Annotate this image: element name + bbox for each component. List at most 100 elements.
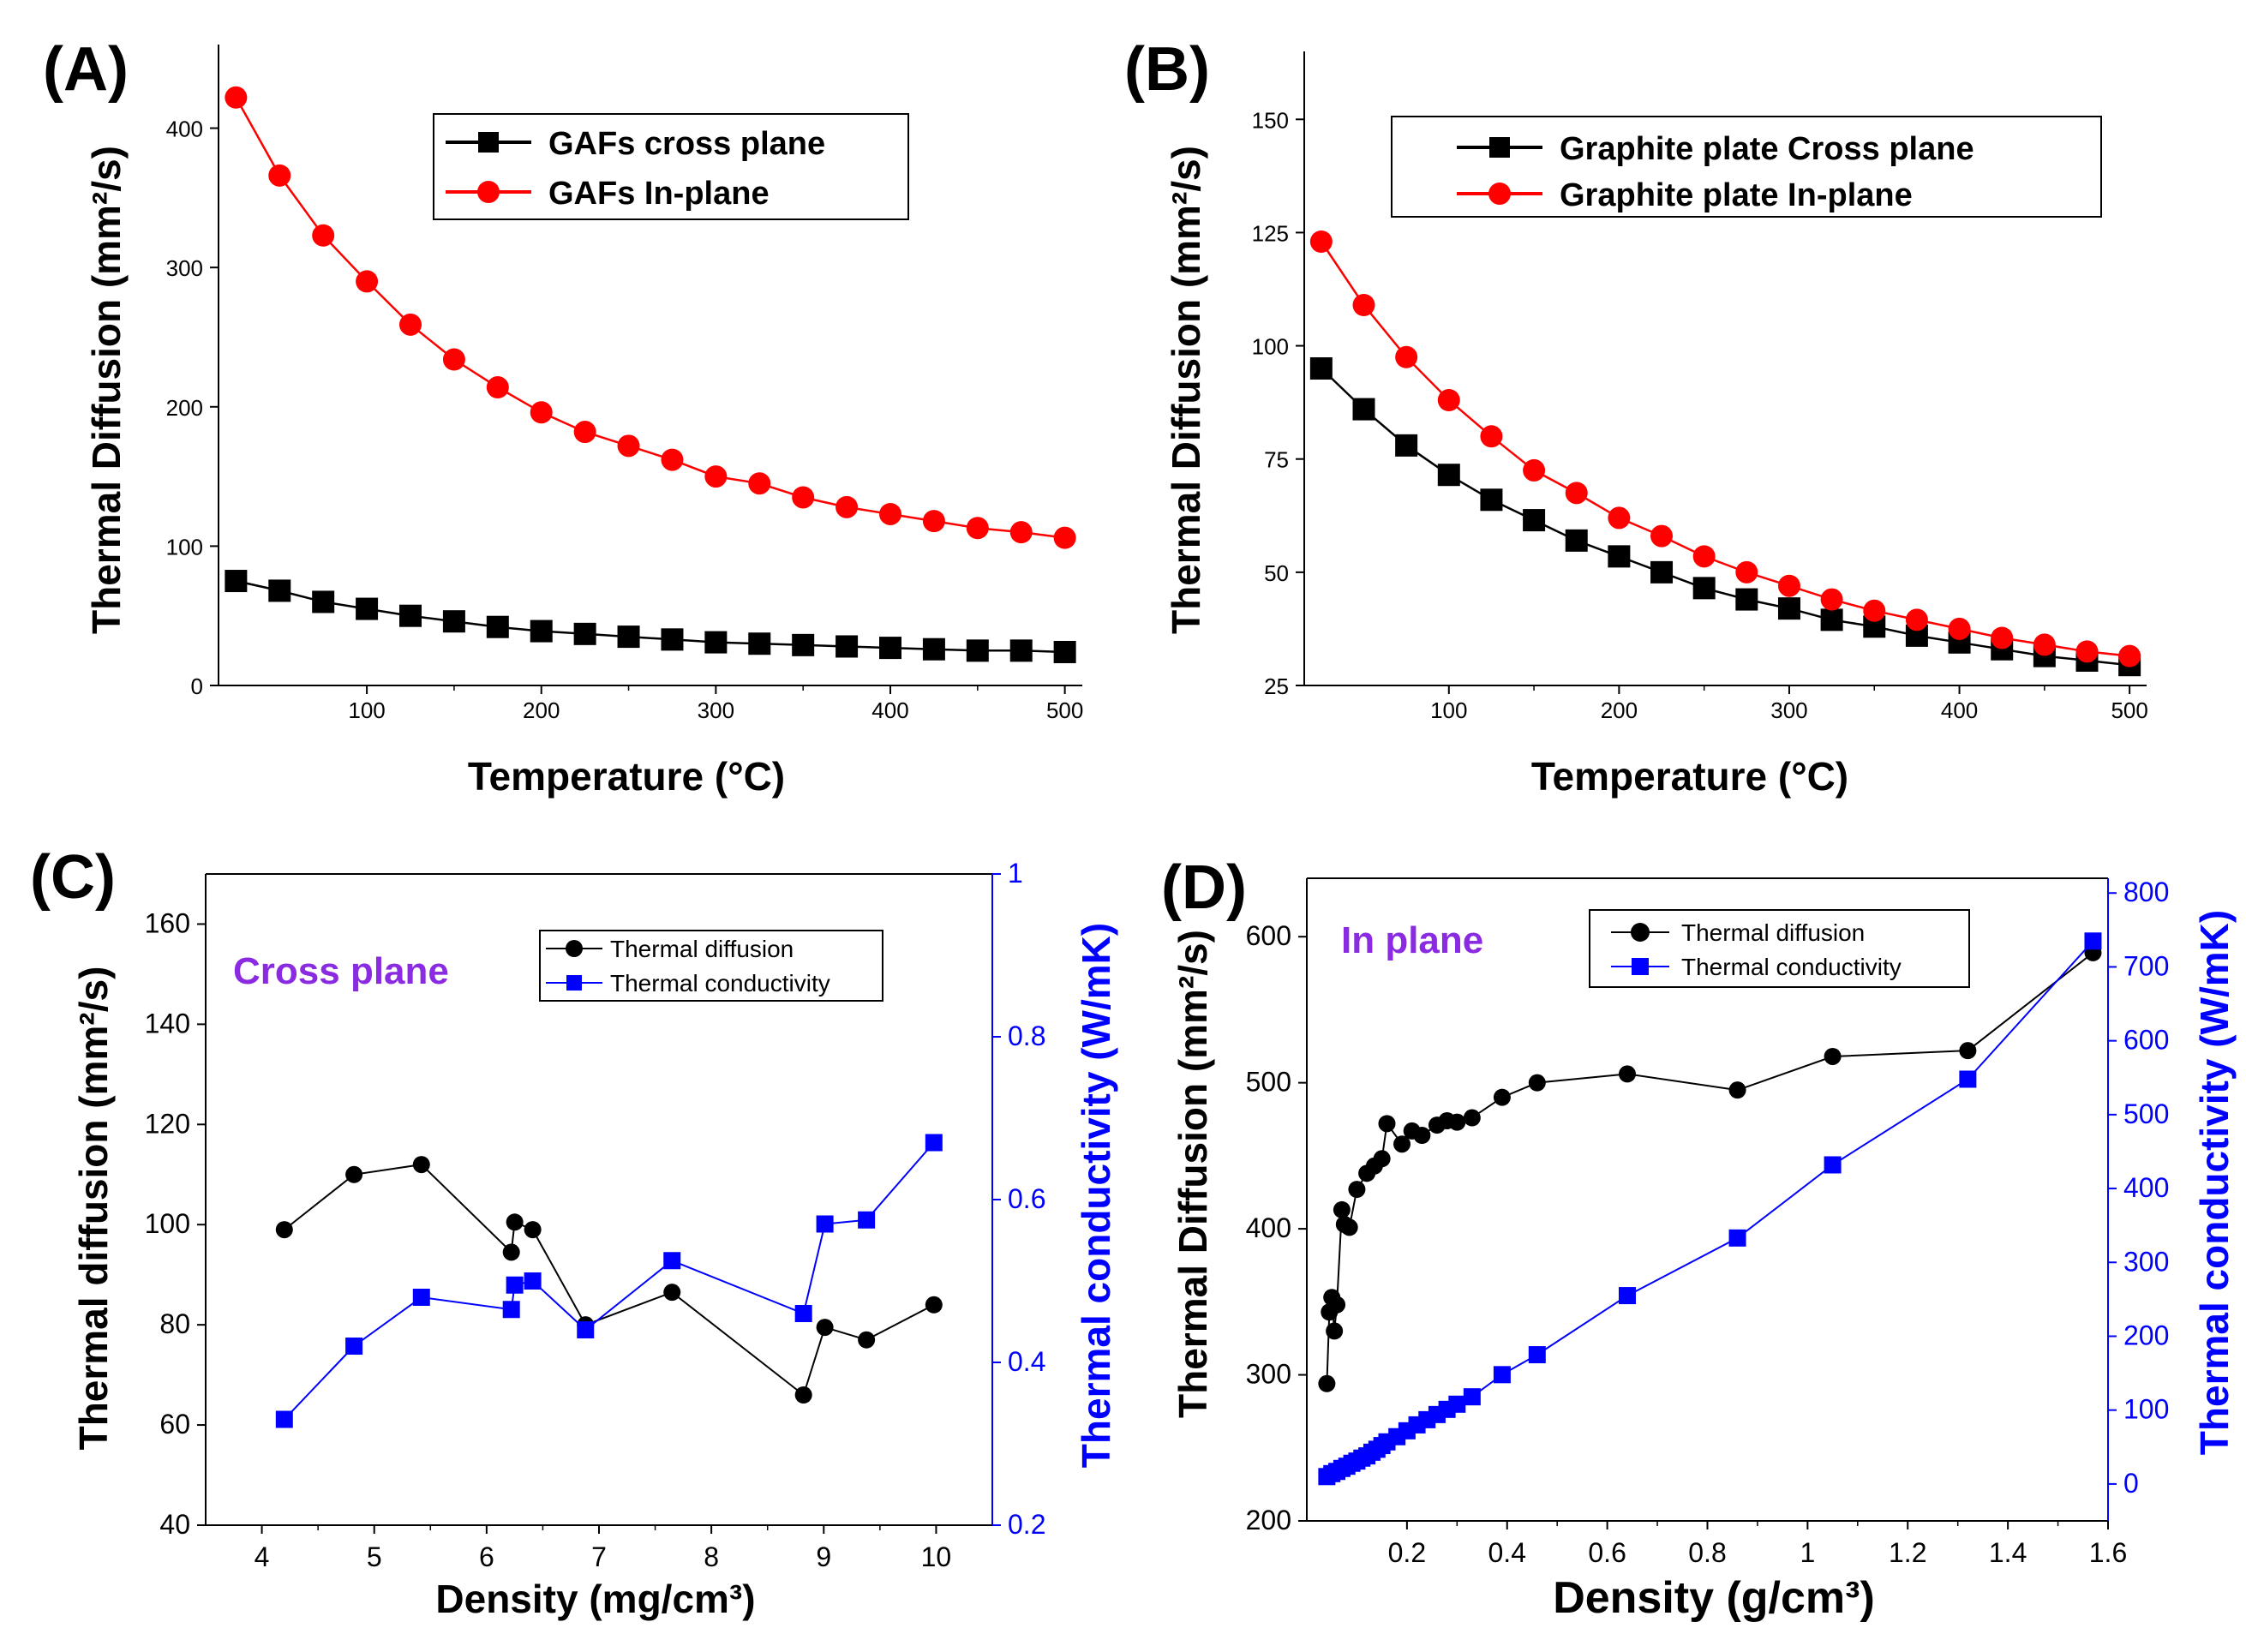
series-line-thermal-conductivity: [1326, 940, 2094, 1478]
y-tick-label: 100: [1252, 334, 1289, 360]
data-point-square: [1009, 639, 1033, 662]
data-point-circle: [1948, 617, 1971, 640]
panel-d-legend: Thermal diffusion Thermal conductivity: [1589, 909, 1970, 988]
panel-c: (C) Thermal diffusion (mm²/s) Thermal co…: [30, 843, 1118, 1621]
data-point-circle: [573, 421, 596, 444]
data-point-circle: [794, 1386, 812, 1404]
panel-a-xlabel: Temperature (°C): [468, 754, 785, 799]
y2-tick-label: 200: [2123, 1320, 2169, 1350]
x-tick-label: 0.6: [1588, 1537, 1626, 1568]
legend-label-in-plane: GAFs In-plane: [548, 176, 770, 212]
y-tick-label: 200: [166, 395, 203, 421]
x-tick-label: 300: [1770, 697, 1807, 723]
panel-c-plot: 4 5 6 7 8 9 10 40 60 80 100 120 140 160 0.2 0.4 0.6 0.8 1: [145, 858, 1046, 1572]
x-tick-label: 0.4: [1488, 1537, 1526, 1568]
x-tick-label: 100: [348, 697, 385, 723]
y-tick-label: 100: [145, 1208, 190, 1239]
series-line-thermal-conductivity: [284, 1141, 935, 1421]
data-point-circle: [1333, 1200, 1351, 1218]
data-point-square: [748, 632, 771, 655]
data-point-circle: [1991, 626, 2014, 649]
x-tick-label: 200: [523, 697, 560, 723]
x-tick-label: 5: [367, 1541, 382, 1572]
data-point-square: [486, 615, 509, 638]
data-point-circle: [275, 1221, 293, 1239]
data-point-circle: [1959, 1042, 1977, 1060]
data-point-square: [1619, 1287, 1636, 1305]
y2-tick-label: 500: [2123, 1098, 2169, 1129]
y2-tick-label: 0: [2123, 1468, 2139, 1499]
data-point-circle: [1437, 389, 1460, 411]
data-point-square: [792, 633, 815, 656]
data-point-square: [412, 1289, 430, 1306]
x-tick-label: 1.2: [1889, 1537, 1926, 1568]
data-point-circle: [704, 465, 728, 488]
x-tick-label: 500: [2111, 697, 2147, 723]
data-point-circle: [1650, 524, 1674, 548]
y-tick-label: 80: [159, 1308, 190, 1339]
data-point-square: [275, 1410, 293, 1428]
data-point-square: [442, 610, 465, 633]
data-point-circle: [1318, 1374, 1336, 1392]
data-point-circle: [506, 1213, 524, 1231]
x-tick-label: 7: [591, 1541, 607, 1572]
panel-a-label: (A): [43, 35, 129, 104]
data-point-circle: [1777, 574, 1800, 597]
data-point-circle: [399, 313, 422, 336]
legend-box: [1391, 116, 2102, 218]
data-point-circle: [1493, 1088, 1511, 1106]
data-point-circle: [524, 1221, 542, 1239]
panel-b-plot: 100 200 300 400 500 25 50 75 100 125 150: [1252, 51, 2148, 723]
legend-marker-circle: [477, 181, 500, 203]
data-point-circle: [225, 86, 248, 109]
y-tick-label: 140: [145, 1008, 190, 1038]
legend-marker-circle: [566, 940, 583, 957]
x-tick-label: 4: [255, 1541, 270, 1572]
data-point-circle: [1824, 1047, 1842, 1065]
y-tick-label: 200: [1246, 1505, 1291, 1535]
data-point-square: [1352, 398, 1375, 421]
y-tick-label: 300: [166, 255, 203, 281]
data-point-square: [816, 1215, 834, 1233]
data-point-circle: [486, 376, 509, 399]
panel-b: (B) Thermal Diffusion (mm²/s) Temperatur…: [1124, 35, 2148, 799]
data-point-square: [1493, 1366, 1511, 1384]
data-point-circle: [816, 1319, 834, 1337]
data-point-circle: [748, 472, 771, 495]
y-tick-label: 600: [1246, 920, 1291, 951]
x-tick-label: 1.6: [2089, 1537, 2127, 1568]
data-point-circle: [1863, 599, 1886, 622]
y2-tick-label: 0.6: [1008, 1183, 1045, 1214]
data-point-circle: [268, 164, 291, 187]
x-tick-label: 8: [704, 1541, 719, 1572]
data-point-square: [268, 579, 291, 602]
legend-label-conductivity: Thermal conductivity: [1681, 954, 1902, 980]
data-point-circle: [1528, 1074, 1546, 1092]
y-tick-label: 300: [1246, 1359, 1291, 1390]
data-point-square: [1523, 509, 1546, 532]
data-point-circle: [412, 1156, 430, 1174]
x-tick-label: 10: [921, 1541, 952, 1572]
y-tick-label: 60: [159, 1409, 190, 1440]
data-point-square: [1824, 1156, 1842, 1174]
y2-tick-label: 100: [2123, 1394, 2169, 1425]
data-point-circle: [1395, 345, 1418, 368]
data-point-circle: [858, 1331, 876, 1349]
data-point-circle: [1820, 588, 1843, 611]
y-tick-label: 400: [1246, 1212, 1291, 1243]
data-point-square: [704, 631, 728, 654]
data-point-circle: [879, 502, 901, 525]
panel-c-legend: Thermal diffusion Thermal conductivity: [539, 930, 883, 1002]
data-point-circle: [502, 1243, 520, 1261]
x-tick-label: 0.8: [1688, 1537, 1726, 1568]
data-point-circle: [2075, 640, 2099, 663]
data-point-square: [577, 1321, 595, 1338]
legend-label-conductivity: Thermal conductivity: [610, 970, 830, 997]
y-tick-label: 150: [1252, 107, 1289, 133]
series-line-graphite-plate-cross-plane: [1321, 368, 2130, 667]
data-point-square: [1692, 577, 1716, 600]
data-point-square: [966, 639, 989, 662]
x-tick-label: 6: [479, 1541, 494, 1572]
data-point-square: [530, 620, 553, 643]
data-point-circle: [1692, 545, 1716, 568]
